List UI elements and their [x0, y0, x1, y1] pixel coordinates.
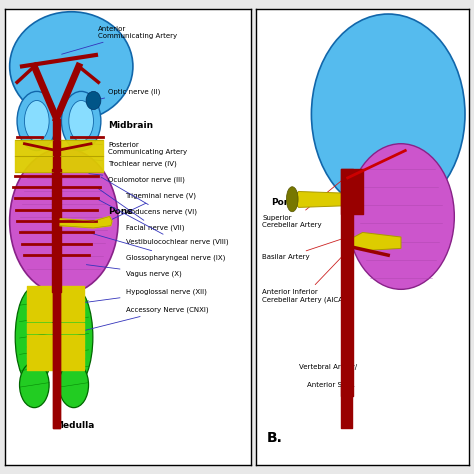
Polygon shape	[60, 217, 112, 228]
Text: B.: B.	[266, 431, 283, 445]
Text: Hypoglossal nerve (XII): Hypoglossal nerve (XII)	[84, 288, 206, 302]
Text: Oculomotor nerve (III): Oculomotor nerve (III)	[89, 173, 185, 183]
Text: Trigeminal nerve (V): Trigeminal nerve (V)	[111, 193, 197, 220]
Text: Glossopharyngeal nerve (IX): Glossopharyngeal nerve (IX)	[91, 233, 225, 261]
Ellipse shape	[62, 91, 101, 151]
Ellipse shape	[19, 362, 49, 408]
Ellipse shape	[59, 362, 89, 408]
Text: Pons: Pons	[108, 208, 133, 217]
Text: Anterior Inferior
Cerebellar Artery (AICA): Anterior Inferior Cerebellar Artery (AIC…	[262, 253, 346, 303]
Polygon shape	[346, 232, 401, 251]
Text: Posterior
Communicating Artery: Posterior Communicating Artery	[94, 142, 187, 155]
Ellipse shape	[9, 148, 118, 294]
Text: Midbrain: Midbrain	[108, 121, 154, 130]
Ellipse shape	[311, 14, 465, 214]
Text: Facial nerve (VII): Facial nerve (VII)	[98, 189, 184, 231]
Text: Anterior Spi...: Anterior Spi...	[307, 382, 355, 388]
Ellipse shape	[15, 287, 54, 387]
Text: Basilar Artery: Basilar Artery	[262, 238, 345, 261]
Text: Superior
Cerebellar Artery: Superior Cerebellar Artery	[262, 177, 346, 228]
Ellipse shape	[9, 12, 133, 121]
Text: Pons: Pons	[271, 199, 295, 207]
Text: Optic nerve (II): Optic nerve (II)	[96, 88, 161, 100]
Text: Medulla: Medulla	[54, 421, 94, 430]
Ellipse shape	[86, 91, 101, 109]
Ellipse shape	[25, 100, 49, 141]
Text: Abducens nerve (VI): Abducens nerve (VI)	[101, 177, 197, 215]
Ellipse shape	[69, 100, 93, 141]
Text: Vagus nerve (X): Vagus nerve (X)	[86, 264, 181, 277]
Ellipse shape	[348, 144, 454, 289]
Text: Accessory Nerve (CNXI): Accessory Nerve (CNXI)	[79, 307, 208, 332]
Text: Vestibulocochlear nerve (VIII): Vestibulocochlear nerve (VIII)	[99, 200, 228, 245]
Text: Trochlear nerve (IV): Trochlear nerve (IV)	[94, 160, 177, 167]
Text: Anterior
Communicating Artery: Anterior Communicating Artery	[62, 26, 178, 54]
Text: Vertebral Artery/: Vertebral Artery/	[299, 364, 357, 370]
Ellipse shape	[286, 187, 298, 212]
Ellipse shape	[55, 287, 93, 387]
Polygon shape	[292, 191, 363, 208]
Ellipse shape	[17, 91, 56, 151]
